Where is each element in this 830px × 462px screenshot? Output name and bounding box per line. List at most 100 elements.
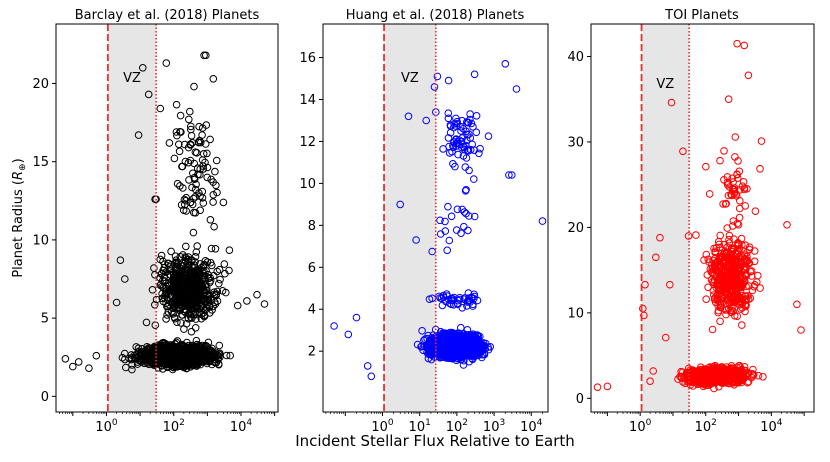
data-point <box>470 290 478 299</box>
y-tick-label: 14 <box>299 93 316 108</box>
data-point <box>74 358 83 366</box>
data-point <box>444 76 453 85</box>
data-point <box>190 82 198 91</box>
y-tick-label: 8 <box>308 219 316 234</box>
data-point <box>190 159 198 168</box>
data-point <box>192 287 200 296</box>
data-point <box>472 344 481 352</box>
data-point <box>158 339 167 347</box>
data-point <box>170 285 178 293</box>
data-point <box>472 128 481 137</box>
data-point <box>204 274 213 282</box>
data-point <box>449 142 457 150</box>
data-point <box>212 290 220 299</box>
data-point <box>196 192 204 200</box>
data-point <box>176 111 185 120</box>
data-point <box>444 202 452 211</box>
data-point <box>447 296 455 305</box>
data-point <box>178 358 187 367</box>
y-tick-label: 10 <box>299 177 316 192</box>
data-point <box>216 275 224 284</box>
y-tick-label: 12 <box>299 135 316 150</box>
data-point <box>212 156 221 165</box>
data-point <box>459 344 468 353</box>
data-point <box>207 244 216 253</box>
data-point <box>466 110 474 118</box>
data-point <box>184 346 193 354</box>
data-point <box>191 209 200 217</box>
data-point <box>142 318 151 327</box>
data-point <box>121 355 129 364</box>
data-point <box>196 357 205 366</box>
data-point <box>464 226 472 235</box>
x-tick-exp: 0 <box>112 418 118 428</box>
data-point <box>180 305 188 314</box>
data-point <box>233 301 242 310</box>
x-tick-base: 10 <box>95 420 112 435</box>
x-tick-base: 10 <box>483 420 500 435</box>
data-point <box>433 343 441 351</box>
data-point <box>460 145 469 154</box>
data-point <box>344 330 353 339</box>
data-point <box>213 351 221 360</box>
data-point <box>470 70 479 79</box>
data-point <box>192 315 200 323</box>
data-point <box>512 85 521 93</box>
data-point <box>210 222 218 231</box>
data-point <box>196 138 205 147</box>
data-point <box>158 269 166 278</box>
data-point <box>61 355 70 363</box>
data-point <box>201 257 210 265</box>
data-point <box>164 350 173 359</box>
data-point <box>160 294 169 302</box>
data-point <box>450 138 459 146</box>
data-point <box>427 346 435 355</box>
data-point <box>465 294 473 302</box>
data-point <box>190 283 199 292</box>
data-point <box>134 131 143 139</box>
data-point <box>177 282 186 290</box>
data-point <box>501 60 510 68</box>
x-tick-label: 102 <box>446 418 468 435</box>
x-tick-label: 104 <box>520 418 543 435</box>
data-point <box>200 351 208 360</box>
data-point <box>198 124 207 132</box>
data-point <box>161 290 170 298</box>
data-point <box>447 300 456 309</box>
data-point <box>139 64 147 72</box>
data-point <box>211 245 220 253</box>
data-point <box>417 343 425 351</box>
data-point <box>172 100 181 109</box>
data-point <box>191 324 200 332</box>
data-point <box>144 90 153 99</box>
plot-area-toi <box>591 24 814 412</box>
data-point <box>441 217 449 226</box>
data-point <box>156 274 164 282</box>
scatter-points <box>61 51 269 374</box>
data-point <box>180 195 189 204</box>
data-point <box>444 342 453 351</box>
x-axis-ticks: 100 102 104 <box>59 412 276 435</box>
x-tick-exp: 2 <box>179 418 185 428</box>
data-point <box>162 59 171 67</box>
data-point <box>464 118 472 126</box>
data-point <box>468 337 476 346</box>
data-point <box>460 208 469 216</box>
data-point <box>92 351 101 360</box>
data-point <box>170 354 178 363</box>
data-point <box>194 170 202 179</box>
chart-title: Barclay et al. (2018) Planets <box>75 8 260 23</box>
data-point <box>189 348 197 357</box>
data-point <box>448 147 456 156</box>
scatter-points <box>330 60 547 381</box>
data-point <box>195 267 203 276</box>
data-point <box>222 288 230 297</box>
data-point <box>170 154 179 163</box>
chart-title: Huang et al. (2018) Planets <box>346 8 525 23</box>
x-tick-exp: 2 <box>462 418 468 428</box>
data-point <box>69 362 77 371</box>
data-point <box>430 83 439 91</box>
data-point <box>170 303 179 311</box>
data-point <box>203 173 211 182</box>
